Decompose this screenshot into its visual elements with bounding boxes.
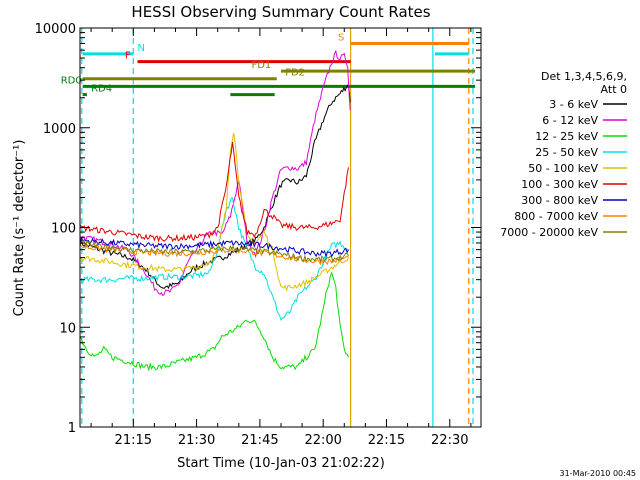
series-line (79, 271, 349, 372)
series-line (80, 132, 349, 293)
legend-entry-label: 3 - 6 keV (549, 98, 598, 111)
legend: Det 1,3,4,5,6,9,Att 03 - 6 keV 6 - 12 keV… (500, 70, 627, 239)
state-bar-label: RD4 (91, 84, 112, 95)
y-tick-label: 1 (68, 421, 76, 436)
y-axis-label: Count Rate (s⁻¹ detector⁻¹) (12, 140, 27, 317)
series-line (79, 142, 349, 243)
state-bar-label: N (138, 43, 145, 54)
legend-entry-label: 800 - 7000 keV (514, 210, 598, 223)
x-tick-label: 22:15 (368, 433, 405, 448)
legend-entry-label: 50 - 100 keV (528, 162, 598, 175)
series-line (79, 197, 349, 322)
y-tick-label: 10000 (35, 22, 76, 37)
y-tick-label: 1000 (43, 122, 76, 137)
legend-entry-label: 6 - 12 keV (542, 114, 598, 127)
x-axis: 21:15 21:30 21:45 22:00 22:15 22:30 (90, 28, 472, 448)
state-bar-label: F (125, 51, 131, 62)
state-bars: S NF FD1 FD2 RD0 RD4 (61, 32, 476, 97)
legend-title: Det 1,3,4,5,6,9, (541, 70, 627, 83)
x-tick-label: 21:30 (178, 433, 215, 448)
legend-entry-label: 100 - 300 keV (521, 178, 598, 191)
x-tick-label: 22:00 (304, 433, 341, 448)
x-tick-label: 21:15 (115, 433, 152, 448)
series-line (79, 239, 349, 264)
state-bar-label: FD2 (285, 68, 305, 79)
legend-entry-label: 25 - 50 keV (535, 146, 598, 159)
x-tick-label: 21:45 (241, 433, 278, 448)
state-bar-label: FD1 (251, 60, 271, 71)
x-axis-label: Start Time (10-Jan-03 21:02:22) (177, 456, 385, 471)
state-bar-label: RD0 (61, 75, 82, 86)
chart-title: HESSI Observing Summary Count Rates (131, 3, 430, 21)
series-line (79, 84, 351, 290)
legend-entry-label: 7000 - 20000 keV (500, 226, 598, 239)
footer-date: 31-Mar-2010 00:45 (560, 469, 637, 478)
y-tick-label: 100 (51, 222, 76, 237)
x-tick-label: 22:30 (431, 433, 468, 448)
series-line (79, 243, 349, 266)
legend-title: Att 0 (601, 83, 627, 96)
vertical-markers (81, 28, 474, 427)
series-line (79, 236, 349, 258)
y-axis: 1 10 100 1000 10000 (35, 22, 481, 436)
legend-entry-label: 12 - 25 keV (535, 130, 598, 143)
series-lines (79, 49, 351, 372)
y-tick-label: 10 (59, 321, 76, 336)
legend-entry-label: 300 - 800 keV (521, 194, 598, 207)
state-bar-label: S (338, 32, 344, 43)
